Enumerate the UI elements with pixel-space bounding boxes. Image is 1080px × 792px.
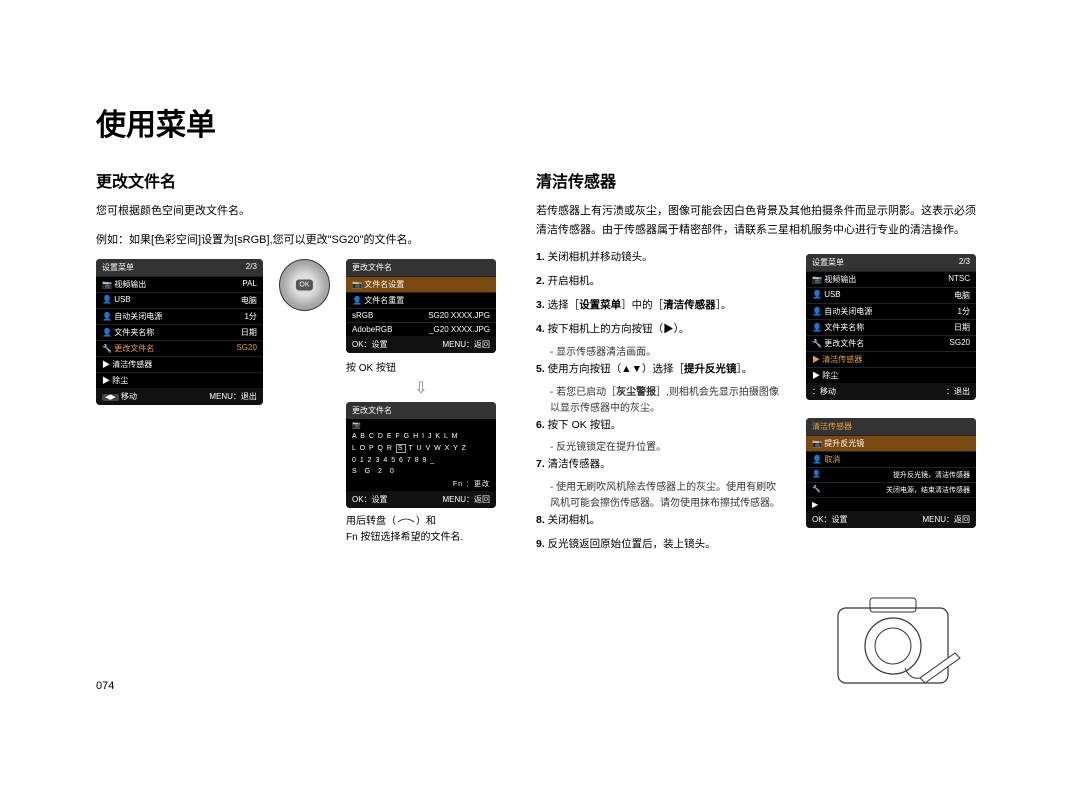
- step-item: 8. 关闭相机。: [536, 512, 786, 530]
- menu-row: 📷 文件名设置: [346, 276, 496, 292]
- camera-illustration: [830, 588, 970, 698]
- right-subtitle: 清洁传感器: [536, 168, 976, 192]
- right-p1: 若传感器上有污渍或灰尘，图像可能会因白色背景及其他拍摄条件而显示阴影。这表示必须…: [536, 202, 976, 239]
- menu-row: 👤 USB电脑: [96, 292, 263, 308]
- menu-row: 🔧 更改文件名SG20: [806, 335, 976, 351]
- menu1-title: 设置菜单: [102, 262, 134, 273]
- settings-menu-right: 设置菜单 2/3 📷 视频输出NTSC👤 USB电脑👤 自动关闭电源1分👤 文件…: [806, 254, 976, 400]
- filename-menu: 更改文件名 📷 文件名设置👤 文件名重置 sRGBSG20 XXXX.JPG A…: [346, 259, 496, 353]
- menu-row: 📷 视频输出PAL: [96, 276, 263, 292]
- menu-row: 👤 自动关闭电源1分: [96, 308, 263, 324]
- step-item: 5. 使用方向按钮（▲▼）选择［提升反光镜］。: [536, 361, 786, 379]
- menu-row: 🔧 更改文件名SG20: [96, 340, 263, 356]
- left-p1: 您可根据颜色空间更改文件名。: [96, 202, 496, 221]
- menu-row: 👤 USB电脑: [806, 287, 976, 303]
- ok-caption: 按 OK 按钮: [346, 359, 496, 374]
- step-sub: - 若您已启动［灰尘警报］,则相机会先显示拍摄图像以显示传感器中的灰尘。: [550, 385, 786, 417]
- menu1-page: 2/3: [246, 262, 257, 273]
- step-item: 6. 按下 OK 按钮。: [536, 417, 786, 435]
- ok-dial-icon: [279, 259, 330, 311]
- step-sub: - 使用无刷吹风机除去传感器上的灰尘。使用有刷吹风机可能会擦伤传感器。请勿使用抹…: [550, 480, 786, 512]
- menu-row: 👤 文件夹名称日期: [806, 319, 976, 335]
- left-column: 更改文件名 您可根据颜色空间更改文件名。 例如：如果[色彩空间]设置为[sRGB…: [96, 168, 496, 560]
- arrow-down-icon: ⇩: [346, 378, 496, 398]
- right-column: 清洁传感器 若传感器上有污渍或灰尘，图像可能会因白色背景及其他拍摄条件而显示阴影…: [536, 168, 976, 560]
- step-item: 7. 清洁传感器。: [536, 456, 786, 474]
- main-title: 使用菜单: [96, 100, 976, 144]
- step-item: 1. 关闭相机并移动镜头。: [536, 249, 786, 267]
- step-item: 4. 按下相机上的方向按钮（▶）。: [536, 321, 786, 339]
- clean-sensor-menu: 清洁传感器 📷 提升反光镜👤 取消 👤提升反光镜，清洁传感器 🔧关闭电源，结束清…: [806, 418, 976, 528]
- menu-row: 👤 取消: [806, 451, 976, 467]
- step-item: 3. 选择［设置菜单］中的［清洁传感器］。: [536, 297, 786, 315]
- page-number: 074: [96, 680, 114, 692]
- menu-row: 👤 文件名重置: [346, 292, 496, 308]
- filename-entry-menu: 更改文件名 📷 A B C D E F G H I J K L M L O P …: [346, 402, 496, 508]
- menu-row: ▶ 除尘: [806, 367, 976, 383]
- menu-row: ▶ 清洁传感器: [806, 351, 976, 367]
- menu-row: 👤 文件夹名称日期: [96, 324, 263, 340]
- step-item: 9. 反光镜返回原始位置后，装上镜头。: [536, 536, 786, 554]
- menu-row: ▶ 除尘: [96, 372, 263, 388]
- menu-row: ▶ 清洁传感器: [96, 356, 263, 372]
- left-subtitle: 更改文件名: [96, 168, 496, 192]
- menu-row: 📷 提升反光镜: [806, 435, 976, 451]
- step-item: 2. 开启相机。: [536, 273, 786, 291]
- settings-menu-left: 设置菜单 2/3 📷 视频输出PAL👤 USB电脑👤 自动关闭电源1分👤 文件夹…: [96, 259, 263, 405]
- menu-row: 📷 视频输出NTSC: [806, 271, 976, 287]
- bottom-caption: 用后转盘（）和 Fn 按钮选择希望的文件名.: [346, 514, 496, 546]
- left-p2: 例如：如果[色彩空间]设置为[sRGB],您可以更改"SG20"的文件名。: [96, 231, 496, 250]
- menu-row: 👤 自动关闭电源1分: [806, 303, 976, 319]
- steps-list: 1. 关闭相机并移动镜头。 2. 开启相机。 3. 选择［设置菜单］中的［清洁传感器…: [536, 249, 786, 560]
- step-sub: - 显示传感器清洁画面。: [550, 345, 786, 361]
- step-sub: - 反光镜锁定在提升位置。: [550, 440, 786, 456]
